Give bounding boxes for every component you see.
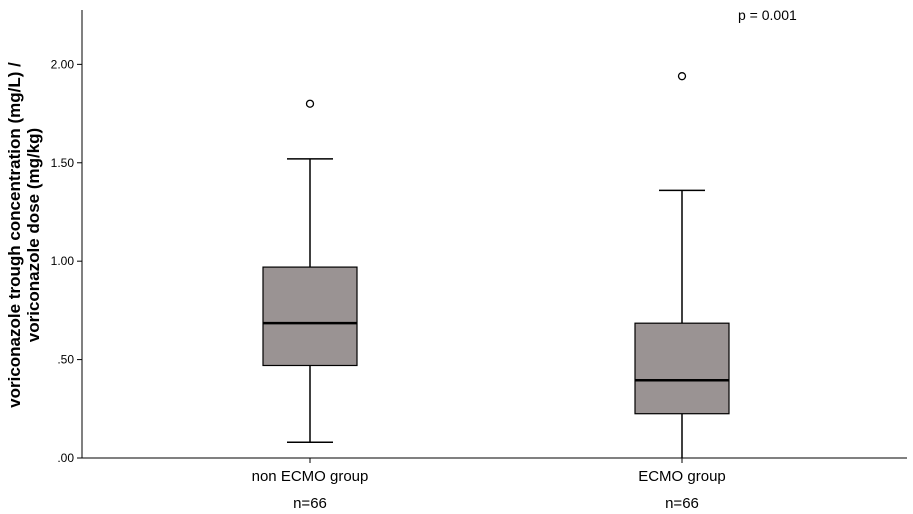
iqr-box [262, 266, 358, 367]
x-axis-categories: non ECMO group n=66 ECMO group n=66 [252, 458, 726, 512]
p-value-annotation: p = 0.001 [738, 7, 797, 23]
x-category-label: ECMO group [638, 468, 726, 485]
y-axis-title-line-2: voriconazole dose (mg/kg) [24, 128, 43, 342]
box-group [262, 99, 358, 444]
outlier-point [305, 99, 315, 108]
x-category-n-label: n=66 [293, 495, 327, 512]
boxes [262, 72, 730, 458]
y-tick-label: 1.00 [51, 254, 75, 268]
y-axis-ticks: .00 .50 1.00 1.50 2.00 [51, 57, 82, 465]
y-axis-title-line-1: voriconazole trough concentration (mg/L)… [5, 62, 24, 408]
y-tick-label: .50 [57, 353, 74, 367]
x-category-n-label: n=66 [665, 495, 699, 512]
y-tick-label: 1.50 [51, 156, 75, 170]
y-axis-title: voriconazole trough concentration (mg/L)… [5, 62, 43, 408]
iqr-box [634, 322, 730, 415]
y-tick-label: .00 [57, 451, 74, 465]
x-category-label: non ECMO group [252, 468, 369, 485]
box-group [634, 72, 730, 458]
y-tick-label: 2.00 [51, 57, 75, 71]
outlier-point [677, 72, 687, 81]
